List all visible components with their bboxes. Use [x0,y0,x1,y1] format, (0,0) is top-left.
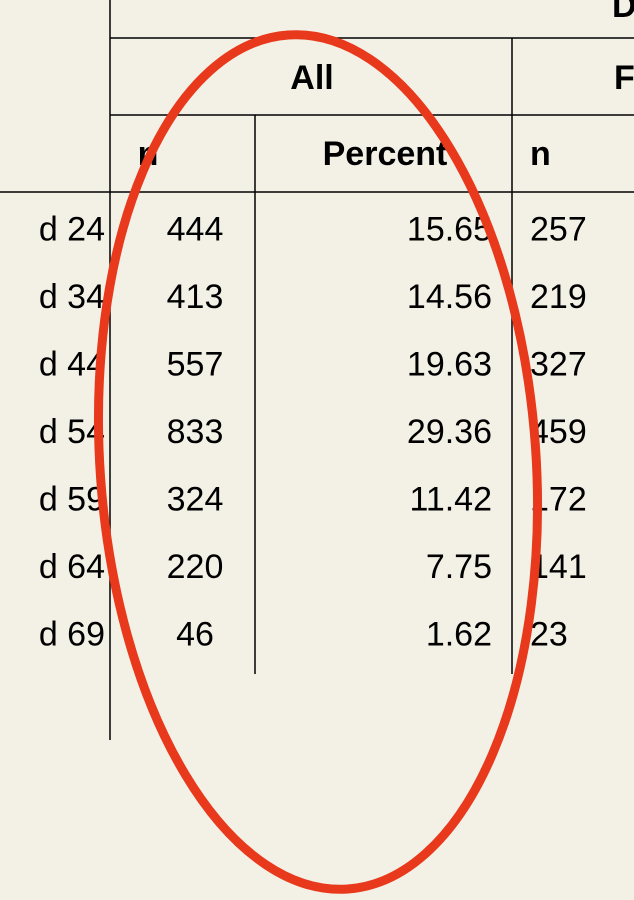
count-cell: 324 [167,481,224,519]
percent-cell: 1.62 [426,616,492,654]
count-cell: 444 [167,211,224,249]
spanner-header: D [612,0,634,25]
column-header: Percent [323,135,448,173]
count-cell: 219 [530,278,587,316]
row-label: d 64 [39,548,105,586]
percent-cell: 15.65 [407,211,492,249]
percent-cell: 7.75 [426,548,492,586]
count-cell: 327 [530,346,587,384]
percent-cell: 19.63 [407,346,492,384]
count-cell: 23 [530,616,568,654]
percent-cell: 14.56 [407,278,492,316]
group-header: F [614,59,634,97]
count-cell: 413 [167,278,224,316]
percent-cell: 29.36 [407,413,492,451]
count-cell: 557 [167,346,224,384]
row-label: d 24 [39,211,105,249]
count-cell: 257 [530,211,587,249]
column-header: n [530,135,551,173]
count-cell: 46 [176,616,214,654]
row-label: d 69 [39,616,105,654]
row-label: d 59 [39,481,105,519]
table-body: d 24 444 15.65 257 d 34 413 14.56 219 d 44 557 19.… [39,211,587,654]
group-header: All [290,59,333,97]
count-cell: 833 [167,413,224,451]
row-label: d 34 [39,278,105,316]
count-cell: 220 [167,548,224,586]
highlight-ellipse [93,30,543,894]
row-label: d 44 [39,346,105,384]
percent-cell: 11.42 [409,481,492,519]
